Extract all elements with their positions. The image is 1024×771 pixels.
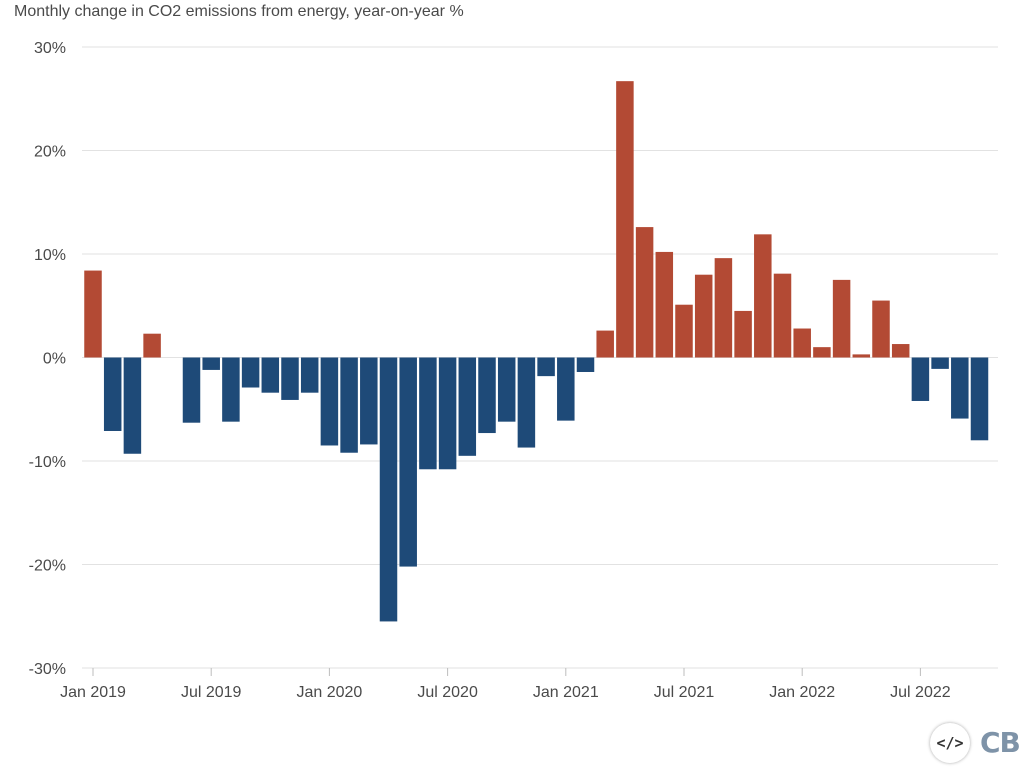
bar — [300, 357, 319, 393]
bar — [281, 357, 299, 400]
bars — [84, 81, 989, 622]
bar — [872, 300, 890, 358]
bar — [84, 270, 102, 358]
bar — [517, 357, 536, 448]
y-axis-ticks: 30% 20% 10% 0% -10% -20% -30% — [29, 40, 66, 678]
bar — [182, 357, 201, 423]
y-tick-label: -30% — [29, 661, 66, 678]
bar — [931, 357, 949, 369]
bar — [478, 357, 496, 434]
x-axis-ticks: Jan 2019 Jul 2019 Jan 2020 Jul 2020 Jan 2021… — [60, 668, 951, 701]
bar — [143, 333, 161, 358]
bar — [596, 330, 614, 358]
bar — [675, 304, 693, 358]
bar — [951, 357, 969, 419]
bar — [123, 357, 142, 454]
bar — [241, 357, 260, 388]
bar — [458, 357, 477, 456]
x-tick-label: Jul 2019 — [181, 684, 242, 701]
bar — [773, 273, 792, 358]
bar — [399, 357, 417, 567]
y-tick-label: 10% — [34, 247, 66, 264]
bar — [852, 354, 871, 358]
bar — [635, 227, 654, 358]
bar — [340, 357, 358, 453]
y-tick-label: -10% — [29, 454, 66, 471]
y-tick-label: 0% — [43, 351, 66, 368]
bar — [694, 274, 713, 358]
bar — [360, 357, 378, 445]
x-tick-label: Jul 2022 — [890, 684, 951, 701]
bar — [813, 347, 831, 358]
bar — [320, 357, 339, 446]
bar — [793, 328, 811, 358]
bar — [202, 357, 220, 370]
bar — [379, 357, 398, 622]
bar — [714, 258, 733, 358]
y-tick-label: -20% — [29, 558, 66, 575]
bar — [497, 357, 516, 422]
code-embed-icon[interactable]: </> — [930, 723, 970, 763]
bar — [557, 357, 575, 421]
x-tick-label: Jan 2021 — [533, 684, 599, 701]
cb-logo: CB — [980, 726, 1021, 759]
y-tick-label: 30% — [34, 40, 66, 57]
bar — [576, 357, 595, 372]
bar — [911, 357, 930, 401]
bar — [438, 357, 457, 470]
bar — [261, 357, 280, 393]
bar — [891, 344, 910, 358]
y-tick-label: 20% — [34, 144, 66, 161]
bar — [103, 357, 122, 431]
bar — [832, 279, 851, 358]
bar — [419, 357, 437, 470]
x-tick-label: Jul 2020 — [417, 684, 478, 701]
bar — [537, 357, 555, 377]
x-tick-label: Jan 2022 — [769, 684, 835, 701]
bar — [970, 357, 989, 441]
bar — [754, 234, 772, 358]
bar — [222, 357, 240, 422]
x-tick-label: Jan 2019 — [60, 684, 126, 701]
bar — [616, 81, 634, 358]
bar — [734, 310, 752, 358]
chart-title: Monthly change in CO2 emissions from ene… — [14, 3, 464, 20]
x-tick-label: Jul 2021 — [654, 684, 715, 701]
bar — [655, 251, 674, 358]
x-tick-label: Jan 2020 — [296, 684, 362, 701]
